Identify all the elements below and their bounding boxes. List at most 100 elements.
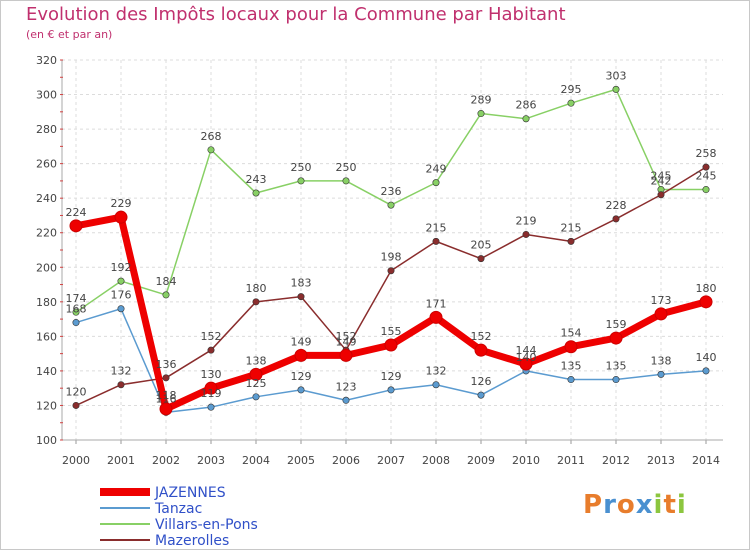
data-label: 149 xyxy=(336,335,357,348)
data-point xyxy=(252,393,260,401)
data-label: 183 xyxy=(291,277,312,290)
y-tick-label: 260 xyxy=(36,158,57,171)
data-point xyxy=(612,215,620,223)
data-label: 154 xyxy=(561,327,582,340)
data-label: 243 xyxy=(246,173,267,186)
data-label: 155 xyxy=(381,325,402,338)
data-label: 258 xyxy=(696,147,717,160)
data-label: 250 xyxy=(291,161,312,174)
data-point xyxy=(387,201,395,209)
data-point xyxy=(477,110,485,118)
x-tick-label: 2008 xyxy=(422,454,450,467)
x-tick-label: 2013 xyxy=(647,454,675,467)
data-point xyxy=(657,370,665,378)
data-point xyxy=(432,381,440,389)
y-tick-label: 280 xyxy=(36,123,57,136)
y-tick-label: 100 xyxy=(36,434,57,447)
y-tick-label: 200 xyxy=(36,261,57,274)
data-label: 171 xyxy=(426,297,447,310)
data-label: 303 xyxy=(606,69,627,82)
data-point xyxy=(699,295,713,309)
logo-letter: t xyxy=(663,490,677,520)
data-point xyxy=(702,186,710,194)
x-tick-label: 2012 xyxy=(602,454,630,467)
x-tick-label: 2002 xyxy=(152,454,180,467)
data-point xyxy=(387,386,395,394)
data-point xyxy=(522,230,530,238)
legend-label: Mazerolles xyxy=(155,533,229,549)
data-label: 286 xyxy=(516,99,537,112)
series-group xyxy=(69,85,713,416)
x-tick-label: 2000 xyxy=(62,454,90,467)
data-label: 268 xyxy=(201,130,222,143)
data-point xyxy=(567,99,575,107)
data-label: 219 xyxy=(516,214,537,227)
logo-letter: i xyxy=(676,490,687,520)
data-label: 152 xyxy=(336,330,357,343)
data-point xyxy=(654,307,668,321)
data-point xyxy=(609,331,623,345)
logo-letter: o xyxy=(616,490,636,520)
data-point xyxy=(117,381,125,389)
data-label: 138 xyxy=(246,354,267,367)
data-label: 229 xyxy=(111,197,132,210)
data-point xyxy=(477,255,485,263)
data-label: 130 xyxy=(201,368,222,381)
data-label: 123 xyxy=(336,380,357,393)
x-tick-label: 2005 xyxy=(287,454,315,467)
data-point xyxy=(702,163,710,171)
x-tick-label: 2011 xyxy=(557,454,585,467)
x-axis-ticks: 2000 2001 2002 2003 2004 2005 2006 2007 2008 2009… xyxy=(62,454,720,467)
data-label: 295 xyxy=(561,83,582,96)
y-tick-label: 240 xyxy=(36,192,57,205)
data-label: 245 xyxy=(696,170,717,183)
data-point xyxy=(162,374,170,382)
data-point xyxy=(159,402,173,416)
y-tick-label: 120 xyxy=(36,399,57,412)
data-point xyxy=(519,357,533,371)
data-label: 180 xyxy=(246,282,267,295)
data-label: 159 xyxy=(606,318,627,331)
x-tick-label: 2009 xyxy=(467,454,495,467)
x-tick-label: 2014 xyxy=(692,454,720,467)
data-label: 138 xyxy=(651,354,672,367)
data-label: 129 xyxy=(291,370,312,383)
axes xyxy=(60,59,723,444)
data-label: 205 xyxy=(471,239,492,252)
data-point xyxy=(249,367,263,381)
data-point xyxy=(477,391,485,399)
data-point xyxy=(69,219,83,233)
data-label: 176 xyxy=(111,289,132,302)
data-label: 126 xyxy=(471,375,492,388)
x-tick-label: 2006 xyxy=(332,454,360,467)
data-label: 224 xyxy=(66,206,87,219)
data-point xyxy=(702,367,710,375)
data-point xyxy=(207,146,215,154)
data-label: 250 xyxy=(336,161,357,174)
data-label: 116 xyxy=(156,392,177,405)
proxiti-logo: Proxiti xyxy=(583,490,687,520)
legend-label: Tanzac xyxy=(154,501,202,517)
chart-title: Evolution des Impôts locaux pour la Comm… xyxy=(26,4,566,25)
data-point xyxy=(297,293,305,301)
data-point xyxy=(474,343,488,357)
data-label: 119 xyxy=(201,387,222,400)
data-point xyxy=(429,310,443,324)
data-label: 120 xyxy=(66,385,87,398)
logo-letter: r xyxy=(603,490,617,520)
y-tick-label: 320 xyxy=(36,54,57,67)
data-label: 180 xyxy=(696,282,717,295)
data-point xyxy=(72,308,80,316)
data-label: 215 xyxy=(561,221,582,234)
data-label: 118 xyxy=(156,389,177,402)
data-point xyxy=(657,191,665,199)
data-point xyxy=(204,381,218,395)
logo-letter: P xyxy=(583,490,604,520)
logo-letter: i xyxy=(653,490,664,520)
y-tick-label: 140 xyxy=(36,365,57,378)
data-label: 135 xyxy=(561,360,582,373)
y-tick-label: 160 xyxy=(36,330,57,343)
